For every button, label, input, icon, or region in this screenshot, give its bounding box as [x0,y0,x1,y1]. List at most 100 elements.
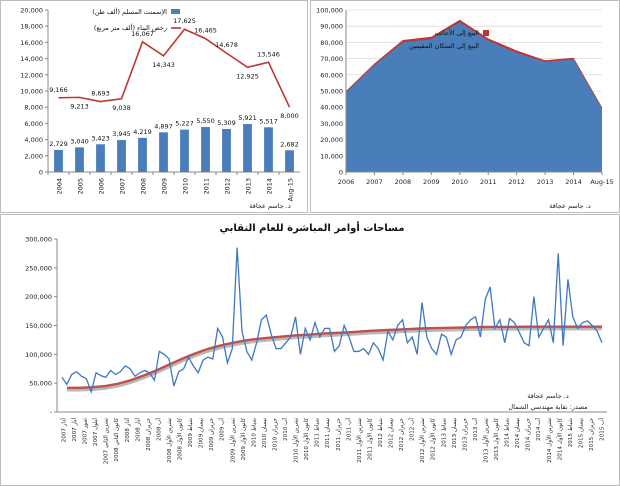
bar-value-label: 3,945 [112,130,131,138]
sales-chart: 0 10,000 20,000 30,000 40,000 50,000 60,000 70,… [310,0,620,213]
x-tick-label: 2009 [161,178,169,195]
x-tick-label: 2007 [119,178,127,195]
credit: د. جاسم عجاقة [527,392,569,400]
x-tick-label: 2014 [565,178,582,186]
bar-value-label: 4,219 [133,128,152,136]
x-tick-label: نيسان 2014 [515,418,521,449]
y-tick-label: - [50,409,53,417]
x-tick-label: آب 2011 [345,418,352,441]
legend-foreign-label: البيع إلى الأجانب [435,28,479,37]
y-tick-label: 100,000 [25,351,52,359]
x-tick-label: حزيران 2011 [336,417,342,450]
x-tick-label: شباط 2009 [188,418,194,448]
bar-value-label: 5,227 [175,120,194,128]
y-tick-label: 250,000 [25,264,52,272]
x-tick-label: 2014 [266,178,274,195]
legend-foreign-swatch [483,30,489,36]
x-tick-label: 2011 [480,178,497,186]
x-tick-label: آب 2010 [282,418,289,441]
x-tick-label: كانون الأول 2011 [365,418,373,461]
x-tick-label: 2012 [224,178,232,195]
y-tick-label: 6,000 [24,120,43,128]
x-tick-label: آب 2009 [219,418,226,441]
bar-value-label: 5,309 [217,119,236,127]
x-tick-label: 2006 [338,178,355,186]
line-value-label: 16,465 [194,27,217,35]
cement-bar [264,127,273,172]
x-tick-label: تشرين الأول 2012 [418,418,426,463]
bar-value-label: 5,550 [196,117,215,125]
x-tick-label: تشرين الأول 2013 [481,418,489,463]
x-tick-label: آب 2012 [409,418,416,441]
legend-line-label: رخص البناء (ألف متر مربع) [94,23,167,32]
y-tick-label: 18,000 [20,23,43,31]
x-tick-label: نيسان 2015 [578,418,584,449]
credit: د. جاسم عجاقة [249,202,291,210]
y-tick-label: 50,000 [29,380,52,388]
y-tick-label: 10,000 [320,152,343,160]
x-tick-label: تشرين الأول 2011 [355,418,363,463]
bar-value-label: 3,040 [70,137,89,145]
line-value-label: 9,213 [70,102,89,110]
line-value-label: 8,693 [91,90,110,98]
x-tick-label: كانون الأول 2014 [555,418,563,461]
credit: د. جاسم عجاقة [549,202,591,210]
x-tick-label: 2010 [182,178,190,195]
x-tick-label: حزيران 2014 [526,417,532,450]
x-tick-label: آذار 2008 [124,418,131,443]
legend-bars-swatch [171,9,180,14]
x-tick-label: شباط 2013 [441,418,447,448]
cement-bar [96,144,105,172]
x-tick-label: 2004 [56,178,64,195]
x-tick-label: 2006 [98,178,106,195]
x-tick-label: تشرين الثاني 2007 [104,418,110,465]
x-tick-label: حزيران 2015 [589,417,595,450]
y-tick-label: 8,000 [24,104,43,112]
x-tick-label: كانون الأول 2013 [492,418,500,461]
x-tick-label: حزيران 2010 [272,417,278,450]
x-tick-label: شباط 2015 [568,418,574,448]
x-tick-label: كانون الأول 2009 [239,418,247,461]
y-tick-label: 12,000 [20,71,43,79]
x-tick-label: تشرين الأول 2008 [165,418,173,463]
line-value-label: 14,343 [152,61,175,69]
line-value-label: 9,166 [49,86,68,94]
line-value-label: 16,067 [131,30,154,38]
x-tick-label: 2012 [508,178,525,186]
legend-resident-swatch [483,43,489,49]
x-tick-label: نيسان 2013 [452,418,458,449]
x-tick-label: كانون الأول 2012 [429,418,437,461]
x-tick-label: 2013 [537,178,554,186]
y-tick-label: 14,000 [20,55,43,63]
x-tick-label: تشرين الأول 2009 [228,418,236,463]
x-tick-label: نيسان 2009 [199,418,205,449]
x-tick-label: أيار 2008 [133,418,141,442]
line-value-label: 12,925 [236,72,259,80]
y-tick-label: 300,000 [25,236,52,244]
bar-value-label: 5,517 [259,117,278,125]
x-tick-label: كانون الأول 2008 [176,418,184,461]
line-value-label: 8,000 [280,112,299,120]
x-tick-label: 2008 [140,178,148,195]
x-tick-label: تموز 2007 [83,418,89,445]
source-note: مصدر: نقابة مهندسي الشمال [508,403,587,411]
cement-bar [117,140,126,172]
x-tick-label: كانون الأول 2010 [302,418,310,461]
y-tick-label: 100,000 [316,7,343,15]
y-tick-label: 200,000 [25,293,52,301]
x-tick-label: شباط 2011 [315,418,321,448]
permits-line [58,28,291,108]
x-tick-label: نيسان 2010 [262,418,268,449]
x-tick-label: آب 2013 [472,418,479,441]
x-tick-label: 2013 [245,178,253,195]
y-tick-label: 10,000 [20,88,43,96]
cement-bar [159,132,168,172]
line-value-label: 9,038 [112,104,131,112]
x-tick-label: آذار 2007 [61,418,68,443]
x-tick-label: آب 2008 [155,418,162,441]
y-tick-label: 30,000 [320,120,343,128]
x-tick-label: 2010 [452,178,469,186]
x-tick-label: 2011 [203,178,211,195]
x-tick-label: 2005 [77,178,85,195]
x-tick-label: تشرين الأول 2010 [292,418,300,463]
